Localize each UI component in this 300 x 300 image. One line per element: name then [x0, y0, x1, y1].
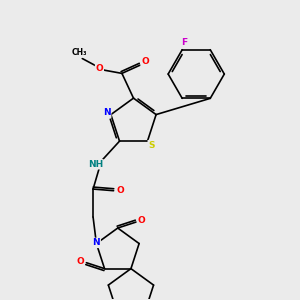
Text: O: O: [96, 64, 103, 73]
Text: O: O: [76, 256, 84, 266]
Text: NH: NH: [88, 160, 103, 169]
Text: N: N: [93, 238, 100, 247]
Text: O: O: [116, 186, 124, 195]
Text: N: N: [103, 108, 111, 117]
Text: S: S: [148, 141, 155, 150]
Text: O: O: [138, 216, 146, 225]
Text: F: F: [181, 38, 187, 47]
Text: O: O: [141, 57, 149, 66]
Text: CH₃: CH₃: [72, 48, 87, 57]
